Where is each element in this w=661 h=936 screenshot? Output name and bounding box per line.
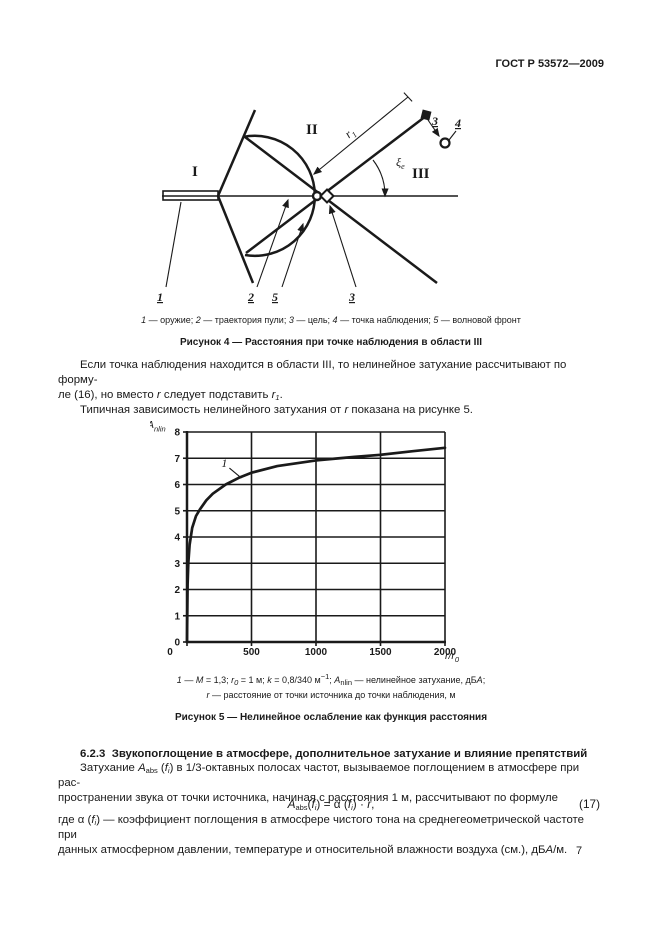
cone-through-target-line <box>244 136 438 284</box>
page-number: 7 <box>576 845 583 857</box>
paragraph-3: где α (fi) — коэффициент поглощения в ат… <box>58 813 604 858</box>
y-tick-label: 4 <box>174 533 180 544</box>
figure4-caption: 1 — оружие; 2 — траектория пули; 3 — цел… <box>141 315 521 325</box>
x-tick-label: 2000 <box>434 647 457 658</box>
paragraph-2-line-1: Затухание Aabs (fi) в 1/3-октавных полос… <box>58 762 580 789</box>
y-tick-label: 8 <box>174 428 180 439</box>
target-ray-line <box>245 115 427 254</box>
figure5-chart: Anlin r/r0 0 500 1000 1500 2000 0 1 2 3 4 5 6 7 8 1 <box>150 419 460 664</box>
callout-3-top: 3 <box>431 114 438 128</box>
region-I-label: I <box>192 164 198 180</box>
callout-2: 2 <box>247 290 254 304</box>
r1-dimension-line <box>312 96 409 175</box>
x-tick-label: 500 <box>243 647 260 658</box>
doc-number: ГОСТ Р 53572—2009 <box>495 58 604 70</box>
target-diamond-marker <box>319 188 335 204</box>
y-tick-label: 7 <box>174 454 180 465</box>
figure5-caption-line-2: r — расстояние от точки источника до точ… <box>206 690 456 700</box>
cone-upper-line <box>216 109 257 197</box>
y-tick-label: 3 <box>174 559 180 570</box>
callout-4-leader <box>448 130 457 141</box>
callout-3-bottom: 3 <box>348 290 355 304</box>
formula-number: (17) <box>579 797 600 811</box>
chart-y-axis-label: Anlin <box>150 419 166 434</box>
callout-3-leader <box>328 204 357 288</box>
y-tick-label: 0 <box>174 638 180 649</box>
callout-1: 1 <box>157 290 163 304</box>
x-tick-label: 0 <box>167 647 173 658</box>
paragraph-2-line-2: пространении звука от точки источника, н… <box>58 792 558 804</box>
figure4-diagram: r1 ξe I II III 3 4 1 2 5 3 <box>157 92 461 304</box>
y-tick-label: 5 <box>174 506 180 517</box>
formula-row: Aabs(fi) = α (fi) · r, (17) <box>58 797 604 811</box>
observation-point-marker <box>439 137 451 149</box>
formula-17: Aabs(fi) = α (fi) · r, <box>287 797 375 812</box>
figure5-caption-line-1: 1 — M = 1,3; r0 = 1 м; k = 0,8/340 м−1; … <box>176 672 486 687</box>
y-tick-label: 2 <box>174 585 180 596</box>
attenuation-curve <box>185 446 447 644</box>
y-tick-label: 6 <box>174 480 180 491</box>
angle-label: ξe <box>396 155 405 171</box>
paragraph-1-line-3: Типичная зависимость нелинейного затухан… <box>80 404 473 416</box>
paragraph-3-line-1: где α (fi) — коэффициент поглощения в ат… <box>58 814 584 841</box>
paragraph-1-line-2: ле (16), но вместо r следует подставить … <box>58 389 283 402</box>
target-to-observer-line <box>427 119 440 138</box>
paragraph-1: Если точка наблюдения находится в област… <box>58 358 604 418</box>
curve-label-leader <box>229 467 242 479</box>
callout-2-leader <box>256 198 289 288</box>
callout-5-leader <box>281 222 304 288</box>
chart-x-axis-label: r/r0 <box>445 650 460 664</box>
section-heading: 6.2.3 Звукопоглощение в атмосфере, допол… <box>58 747 604 762</box>
figure5-title: Рисунок 5 — Нелинейное ослабление как фу… <box>174 712 488 723</box>
callout-5: 5 <box>272 290 278 304</box>
x-tick-label: 1500 <box>369 647 392 658</box>
callout-4: 4 <box>454 116 461 130</box>
section-number: 6.2.3 <box>80 748 106 760</box>
target-point-marker <box>420 109 432 121</box>
figure4-title: Рисунок 4 — Расстояния при точке наблюде… <box>179 337 483 348</box>
callout-1-leader <box>165 201 182 288</box>
y-tick-label: 1 <box>174 611 180 622</box>
paragraph-1-line-1: Если точка наблюдения находится в област… <box>58 359 567 386</box>
paragraph-3-line-2: данных атмосферном давлении, температуре… <box>58 844 568 856</box>
section-heading-text: Звукопоглощение в атмосфере, дополнитель… <box>111 748 588 760</box>
x-tick-label: 1000 <box>305 647 328 658</box>
region-III-label: III <box>412 166 430 182</box>
r1-dimension-tick <box>403 92 413 102</box>
cone-lower-line <box>216 195 255 284</box>
angle-arc <box>372 159 389 198</box>
curve-label: 1 <box>221 456 227 470</box>
region-II-label: II <box>306 122 318 138</box>
paragraph-2: Затухание Aabs (fi) в 1/3-октавных полос… <box>58 761 604 806</box>
